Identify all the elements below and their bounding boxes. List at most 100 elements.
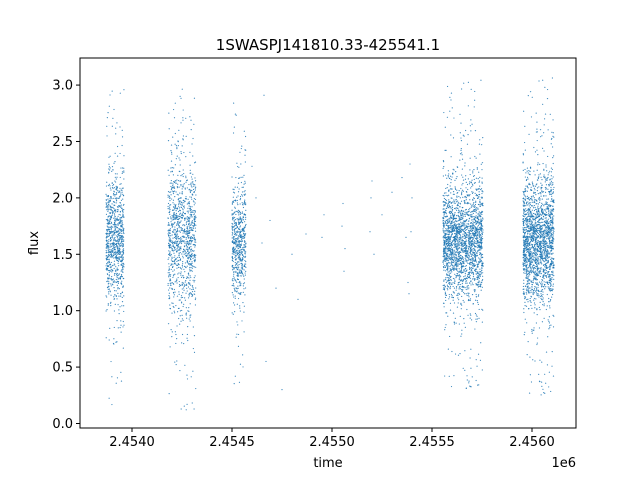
data-point <box>117 288 119 290</box>
data-point <box>106 233 108 236</box>
data-point <box>478 211 480 213</box>
data-point <box>448 236 450 238</box>
data-point <box>451 267 453 269</box>
data-point <box>169 208 171 210</box>
data-point <box>475 212 477 214</box>
data-point <box>456 268 458 270</box>
data-point <box>443 204 445 206</box>
data-point <box>110 228 112 230</box>
data-point <box>170 218 172 220</box>
data-point <box>480 222 482 224</box>
data-point <box>472 221 474 223</box>
data-point <box>234 295 236 297</box>
data-point <box>467 271 470 274</box>
data-point <box>186 231 189 233</box>
data-point <box>233 126 235 128</box>
data-point <box>462 179 465 181</box>
data-point <box>474 208 476 211</box>
data-point <box>241 266 243 268</box>
data-point <box>172 237 174 239</box>
data-point <box>231 231 233 234</box>
data-point <box>475 188 477 190</box>
data-point <box>447 264 449 266</box>
data-point <box>460 283 462 286</box>
data-point <box>480 256 482 258</box>
data-point <box>109 212 112 215</box>
data-point <box>236 272 238 274</box>
data-point <box>541 214 543 216</box>
data-point <box>452 312 455 314</box>
data-point <box>190 251 192 253</box>
data-point <box>551 168 554 171</box>
data-point <box>474 90 476 93</box>
data-point <box>474 252 476 254</box>
data-point <box>480 286 482 288</box>
data-point <box>462 196 464 199</box>
data-point <box>171 288 173 290</box>
data-point <box>450 226 452 228</box>
data-point <box>462 250 464 253</box>
data-point <box>445 233 448 235</box>
data-point <box>481 182 483 184</box>
data-point <box>122 243 124 245</box>
data-point <box>178 252 180 254</box>
data-point <box>474 269 476 271</box>
data-point <box>121 210 124 212</box>
data-point <box>477 212 479 215</box>
data-point <box>454 265 456 267</box>
data-point <box>231 203 234 205</box>
data-point <box>244 272 246 274</box>
data-point <box>467 292 469 294</box>
data-point <box>180 206 182 208</box>
data-point <box>445 219 447 221</box>
data-point <box>443 215 445 217</box>
data-point <box>234 311 236 313</box>
data-point <box>480 204 482 206</box>
data-point <box>449 96 451 98</box>
data-point <box>452 265 454 267</box>
data-point <box>479 200 481 203</box>
data-point <box>190 189 192 191</box>
data-point <box>458 224 460 226</box>
data-point <box>469 207 471 210</box>
data-point <box>461 237 463 239</box>
data-point <box>187 250 189 252</box>
data-point <box>240 221 242 223</box>
data-point <box>233 246 235 248</box>
data-point <box>241 267 244 270</box>
data-point <box>469 313 471 315</box>
data-point <box>114 152 116 154</box>
data-point <box>464 326 466 328</box>
data-point <box>180 97 182 99</box>
data-point <box>462 245 464 247</box>
data-point <box>117 256 119 259</box>
data-point <box>172 206 175 208</box>
data-point <box>109 302 112 304</box>
data-point <box>443 259 445 262</box>
data-point <box>470 240 472 243</box>
data-point <box>179 170 181 173</box>
data-point <box>108 239 110 241</box>
data-point <box>107 303 109 305</box>
data-point <box>449 236 451 238</box>
data-point <box>112 234 114 236</box>
data-point <box>469 173 471 176</box>
data-point <box>116 173 118 175</box>
data-point <box>446 222 448 224</box>
data-point <box>470 280 472 282</box>
data-point <box>472 184 474 186</box>
data-point <box>447 229 450 231</box>
data-point <box>194 220 196 223</box>
data-point <box>183 303 185 305</box>
data-point <box>167 202 170 205</box>
data-point <box>192 137 194 140</box>
data-point <box>168 274 170 276</box>
data-point <box>168 393 170 395</box>
data-point <box>454 202 456 204</box>
data-point <box>475 207 477 209</box>
data-point <box>168 211 171 214</box>
data-point <box>471 282 473 284</box>
data-point <box>123 263 125 265</box>
data-point <box>188 203 190 205</box>
data-point <box>106 255 108 257</box>
